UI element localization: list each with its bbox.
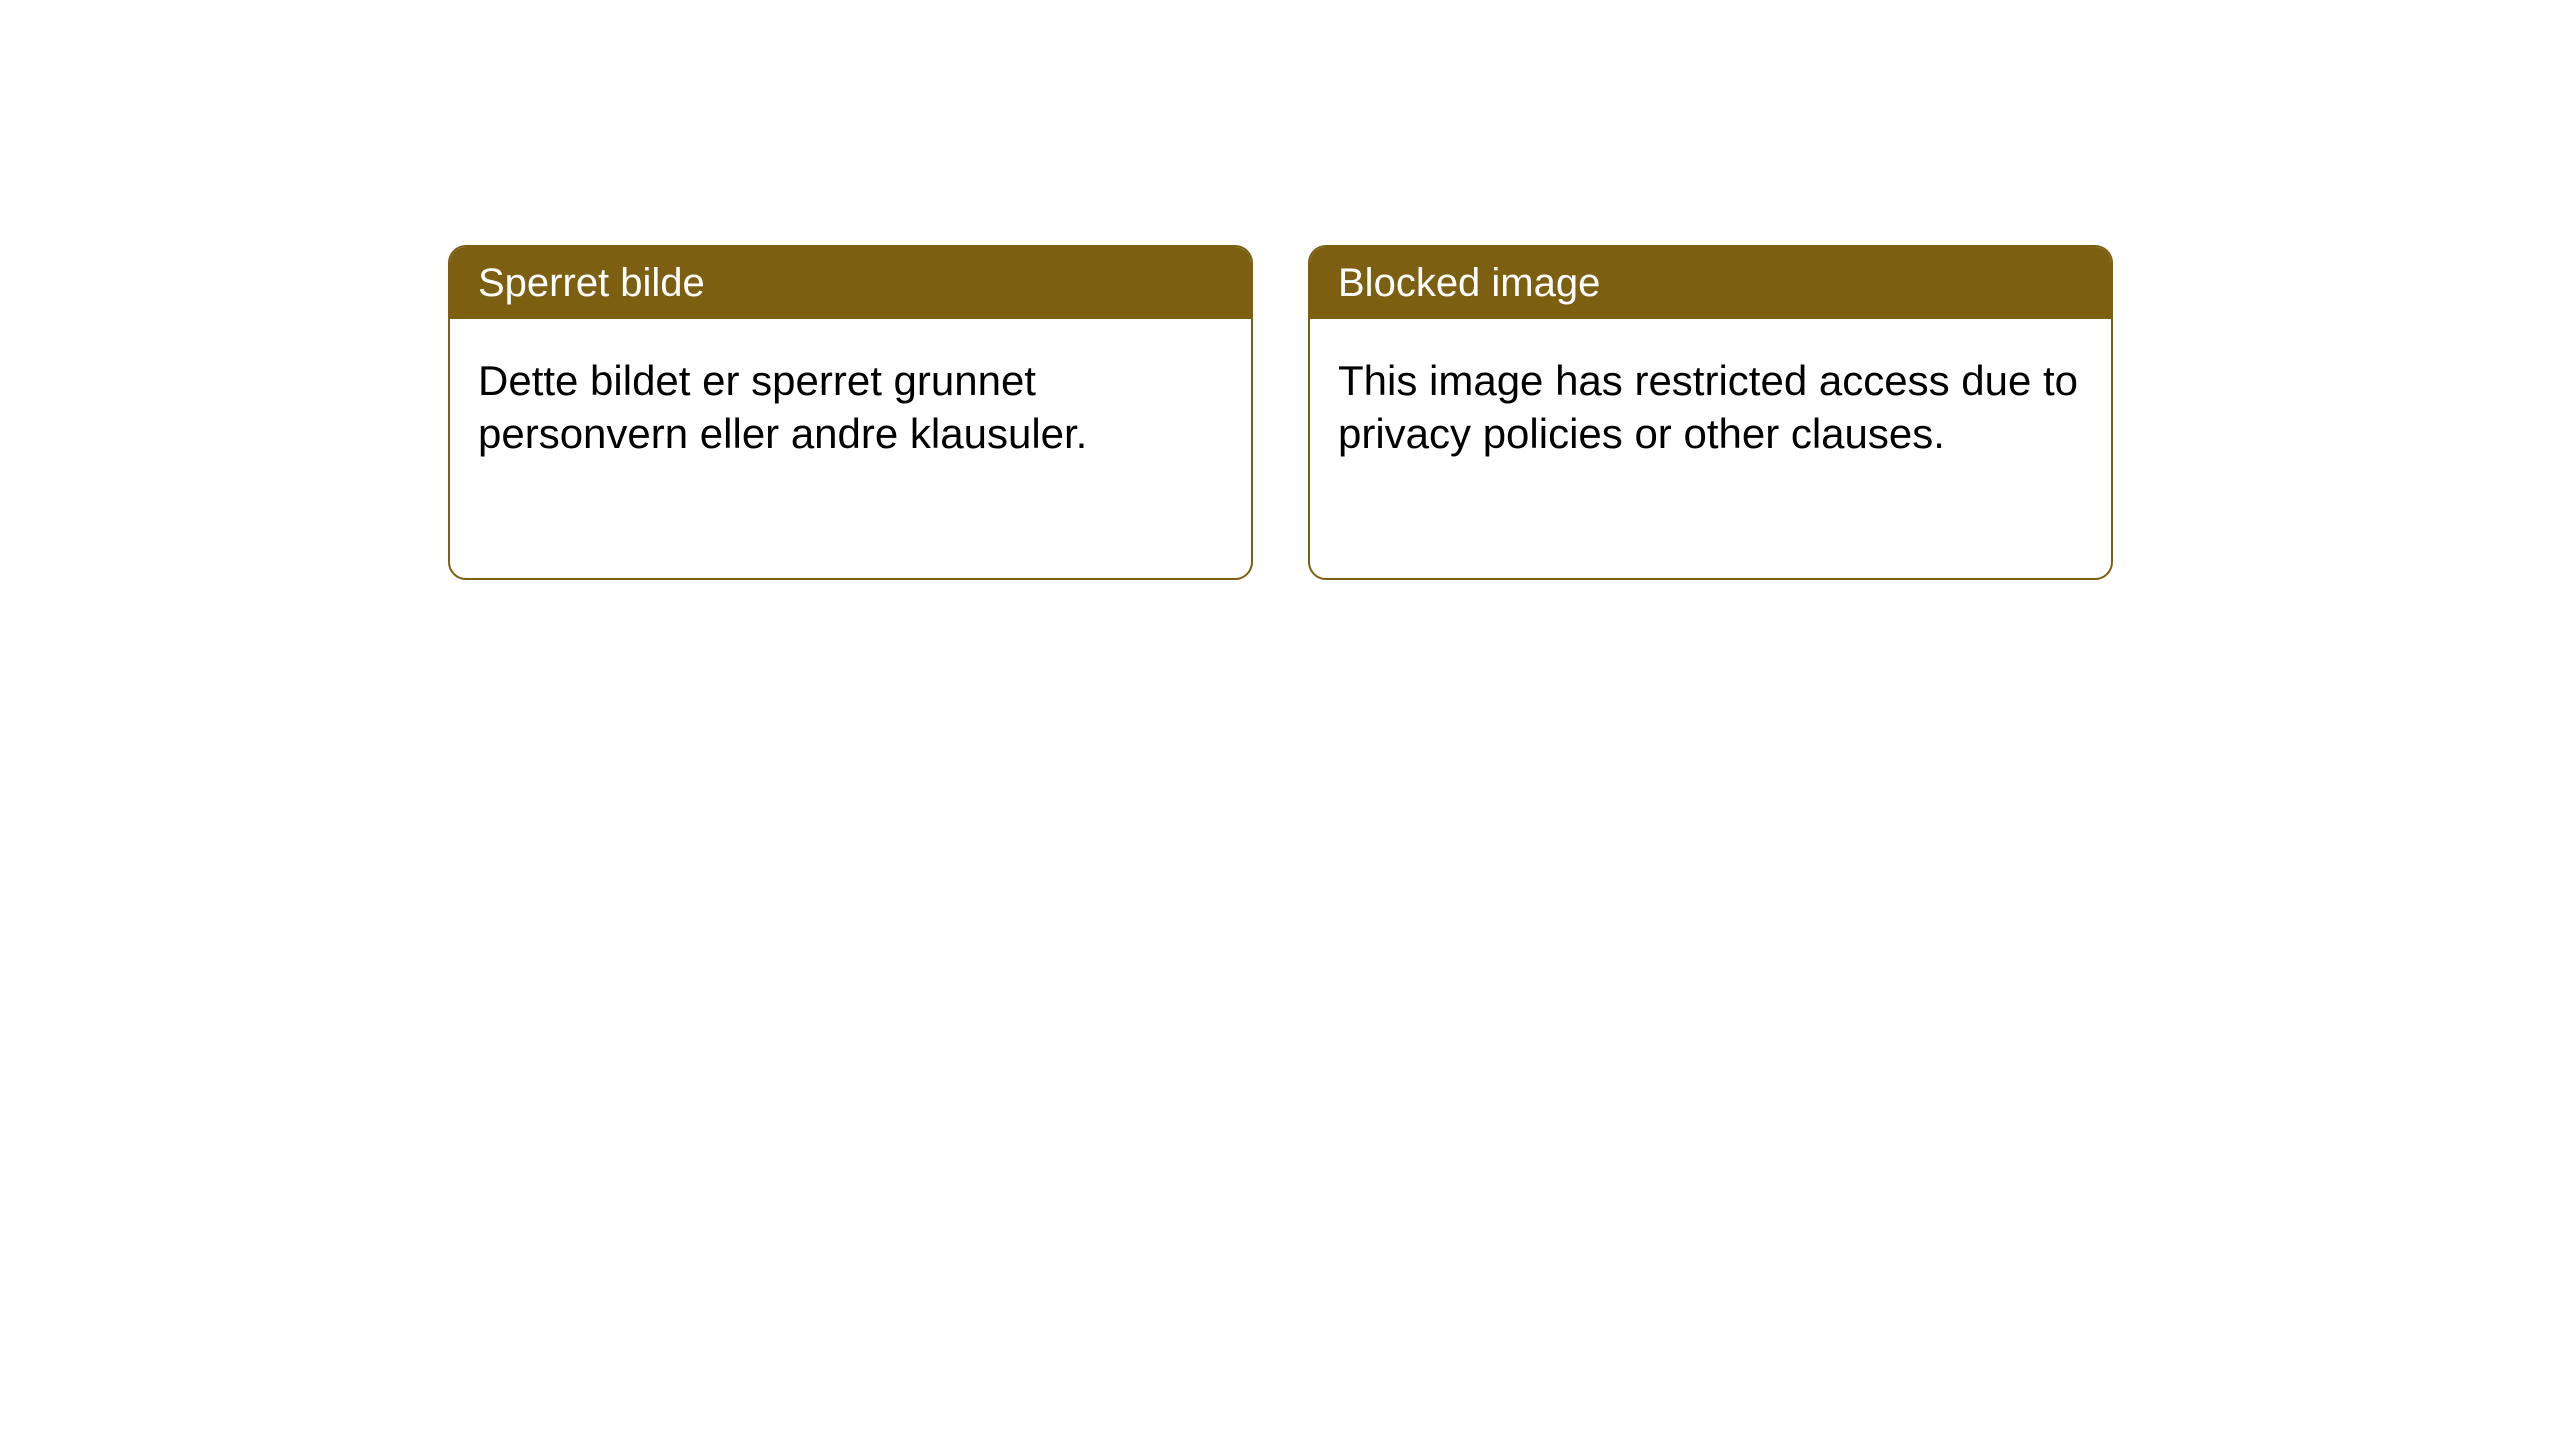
notice-card-english: Blocked image This image has restricted …	[1308, 245, 2113, 580]
notice-body: Dette bildet er sperret grunnet personve…	[450, 319, 1251, 496]
notice-body: This image has restricted access due to …	[1310, 319, 2111, 496]
notice-body-text: This image has restricted access due to …	[1338, 357, 2078, 457]
notice-title: Sperret bilde	[478, 261, 705, 305]
notice-header: Sperret bilde	[450, 247, 1251, 319]
notice-body-text: Dette bildet er sperret grunnet personve…	[478, 357, 1087, 457]
notice-header: Blocked image	[1310, 247, 2111, 319]
notice-title: Blocked image	[1338, 261, 1600, 305]
notice-card-norwegian: Sperret bilde Dette bildet er sperret gr…	[448, 245, 1253, 580]
notice-container: Sperret bilde Dette bildet er sperret gr…	[448, 245, 2113, 580]
